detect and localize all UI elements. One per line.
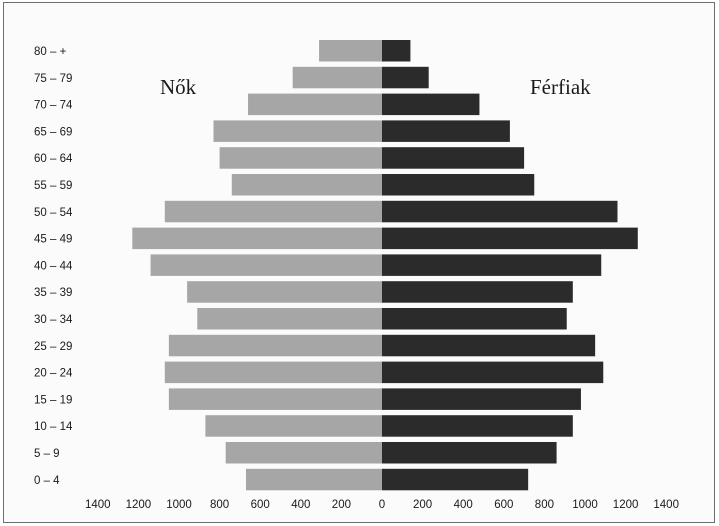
bar-female-10 — [197, 308, 382, 330]
age-group-labels: 80 – + 75 – 79 70 – 74 65 – 69 60 – 64 55 – 5… — [34, 46, 73, 487]
age-label-15: 5 – 9 — [34, 448, 60, 460]
x-tick-label-8: 200 — [413, 499, 432, 511]
x-tick-label-10: 600 — [494, 499, 513, 511]
x-tick-label-6: 200 — [332, 499, 351, 511]
x-tick-label-2: 1000 — [166, 499, 192, 511]
x-tick-label-12: 1000 — [572, 499, 598, 511]
age-label-7: 45 – 49 — [34, 234, 72, 246]
bar-male-16 — [382, 468, 529, 491]
age-label-9: 35 – 39 — [34, 287, 72, 299]
age-label-2: 70 – 74 — [34, 100, 73, 112]
age-label-0: 80 – + — [34, 46, 67, 58]
bar-male-6 — [382, 200, 618, 223]
age-label-5: 55 – 59 — [34, 180, 72, 192]
bar-female-7 — [132, 227, 382, 250]
series-label-male: Férfiak — [530, 75, 591, 99]
x-tick-label-5: 400 — [291, 499, 310, 511]
x-tick-label-3: 800 — [210, 499, 229, 511]
x-tick-label-9: 400 — [454, 499, 473, 511]
bar-female-13 — [168, 388, 382, 410]
age-label-1: 75 – 79 — [34, 73, 72, 85]
bar-female-12 — [164, 361, 382, 384]
age-label-13: 15 – 19 — [34, 394, 72, 406]
bar-female-4 — [219, 147, 382, 169]
bar-female-14 — [205, 415, 382, 437]
age-label-14: 10 – 14 — [34, 421, 73, 433]
x-tick-label-14: 1400 — [653, 499, 679, 511]
bar-female-9 — [187, 281, 382, 303]
series-label-female: Nők — [160, 75, 197, 99]
x-tick-label-1: 1200 — [126, 499, 152, 511]
bar-male-8 — [382, 254, 602, 276]
bar-male-0 — [382, 40, 411, 62]
bar-male-14 — [382, 415, 573, 437]
age-label-3: 65 – 69 — [34, 126, 72, 138]
age-label-16: 0 – 4 — [34, 475, 60, 487]
bar-female-1 — [292, 66, 382, 89]
bar-male-12 — [382, 361, 604, 384]
bar-male-9 — [382, 281, 573, 303]
age-label-4: 60 – 64 — [34, 153, 73, 165]
bar-female-15 — [225, 442, 382, 464]
age-label-11: 25 – 29 — [34, 341, 72, 353]
bar-male-2 — [382, 93, 480, 116]
age-label-6: 50 – 54 — [34, 207, 73, 219]
x-tick-label-7: 0 — [379, 499, 385, 511]
x-tick-label-0: 1400 — [85, 499, 111, 511]
x-tick-label-13: 1200 — [613, 499, 639, 511]
bar-male-13 — [382, 388, 581, 410]
bar-female-6 — [164, 200, 382, 223]
bar-male-15 — [382, 442, 557, 464]
bar-male-4 — [382, 147, 525, 169]
bar-male-10 — [382, 308, 567, 330]
x-axis-tick-labels: 1400 1200 1000 800 600 400 200 0 200 400 600 800 100… — [85, 499, 679, 511]
male-bars — [382, 40, 638, 491]
bar-female-3 — [213, 120, 382, 142]
x-tick-label-4: 600 — [251, 499, 270, 511]
age-label-10: 30 – 34 — [34, 314, 73, 326]
bar-female-0 — [319, 40, 382, 62]
bar-male-7 — [382, 227, 638, 250]
bar-male-5 — [382, 174, 535, 196]
bar-female-16 — [245, 468, 382, 491]
female-bars — [132, 40, 382, 491]
bar-female-8 — [150, 254, 382, 276]
age-label-12: 20 – 24 — [34, 368, 73, 380]
bar-male-11 — [382, 334, 596, 357]
bar-male-1 — [382, 66, 429, 89]
x-tick-label-11: 800 — [535, 499, 554, 511]
bar-female-5 — [231, 174, 382, 196]
bar-female-11 — [168, 334, 382, 357]
age-label-8: 40 – 44 — [34, 260, 73, 272]
bar-male-3 — [382, 120, 510, 142]
bar-female-2 — [248, 93, 382, 116]
